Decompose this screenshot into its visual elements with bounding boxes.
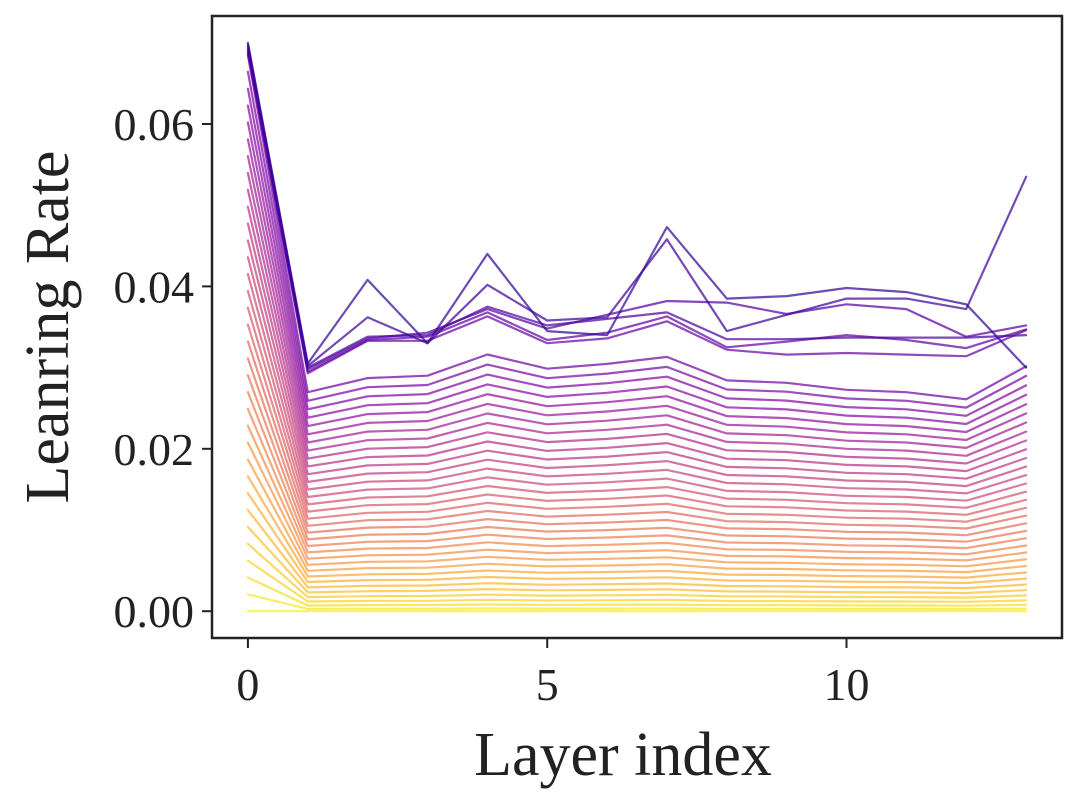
series-line-26: [246, 374, 1028, 543]
series-line-3: [246, 45, 1028, 369]
series-line-17: [246, 222, 1028, 480]
series-line-36: [246, 542, 1028, 599]
y-tick-label: 0.04: [114, 261, 195, 312]
series-line-39: [246, 593, 1028, 611]
series-line-15: [246, 188, 1028, 465]
x-tick-label: 0: [236, 659, 259, 710]
series-line-24: [246, 340, 1028, 530]
series-line-37: [246, 559, 1028, 603]
series-line-2: [246, 43, 1028, 368]
series-line-29: [246, 424, 1028, 562]
series-line-9: [246, 87, 1028, 417]
y-axis: 0.00 0.02 0.04 0.06: [114, 99, 212, 637]
series-line-20: [246, 273, 1028, 502]
series-line-31: [246, 458, 1028, 574]
series-line-38: [246, 576, 1028, 607]
x-tick-label: 5: [536, 659, 559, 710]
series-line-11: [246, 121, 1028, 434]
series-line-13: [246, 155, 1028, 449]
series-line-8: [246, 70, 1028, 409]
series-line-10: [246, 104, 1028, 426]
series-line-34: [246, 509, 1028, 590]
series-line-28: [246, 407, 1028, 556]
series-line-4: [246, 48, 1028, 371]
y-axis-title: Leanring Rate: [14, 151, 82, 504]
series-line-27: [246, 391, 1028, 550]
y-tick-label: 0.02: [114, 424, 195, 475]
series-line-19: [246, 256, 1028, 495]
series-line-23: [246, 323, 1028, 523]
series-line-1: [246, 41, 1028, 369]
series-lines: [246, 41, 1028, 613]
series-line-7: [246, 53, 1028, 401]
series-line-30: [246, 441, 1028, 568]
series-line-22: [246, 306, 1028, 516]
series-line-16: [246, 205, 1028, 473]
series-line-35: [246, 525, 1028, 595]
series-line-6: [246, 52, 1028, 375]
series-line-18: [246, 239, 1028, 488]
plot-frame: [210, 14, 1064, 640]
x-axis: 0 5 10: [236, 638, 870, 710]
series-line-14: [246, 171, 1028, 457]
series-line-33: [246, 492, 1028, 585]
x-tick-label: 10: [824, 659, 870, 710]
series-line-12: [246, 138, 1028, 442]
series-line-25: [246, 357, 1028, 537]
series-line-21: [246, 289, 1028, 509]
y-tick-label: 0.06: [114, 99, 195, 150]
series-line-32: [246, 475, 1028, 579]
y-tick-label: 0.00: [114, 586, 195, 637]
x-axis-title: Layer index: [474, 721, 772, 789]
series-line-5: [246, 49, 1028, 373]
